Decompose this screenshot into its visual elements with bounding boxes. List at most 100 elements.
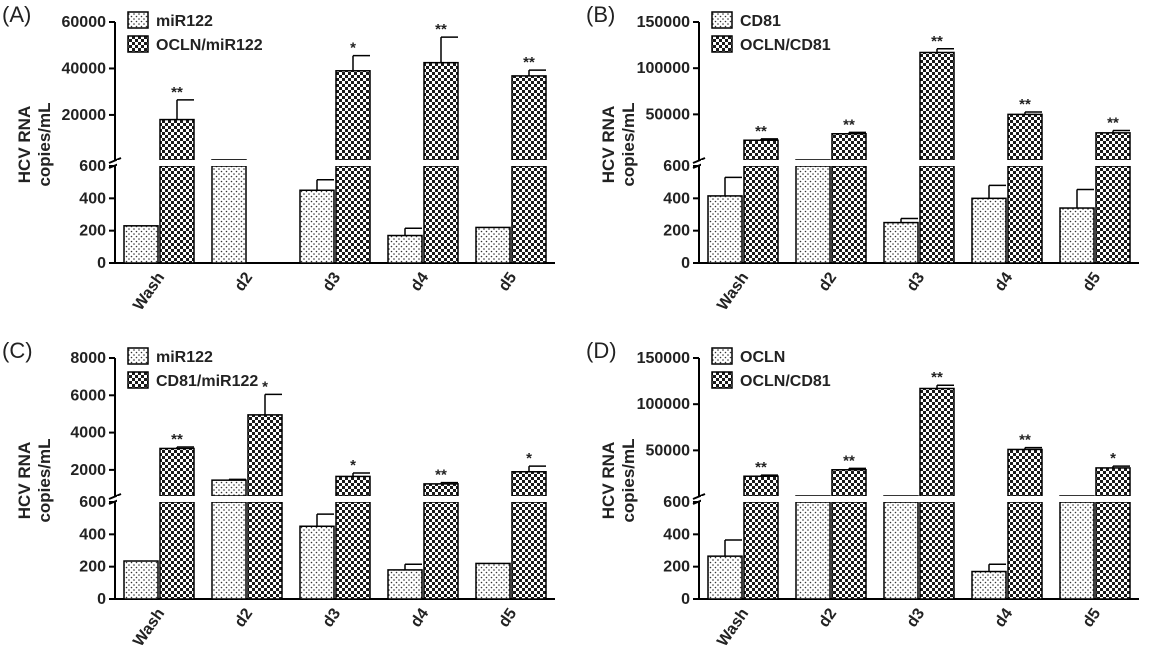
- bar: [831, 501, 867, 600]
- bar: [511, 501, 547, 600]
- y-tick-label: 200: [663, 223, 690, 240]
- bar: [971, 197, 1007, 264]
- chart-panel-d: (D) HCV RNAcopies/mL 0 200 400 600 50000 100000…: [584, 336, 1168, 671]
- legend-label: CD81/miR122: [156, 373, 258, 390]
- bar: [1095, 165, 1131, 264]
- significance-mark: **: [843, 116, 855, 133]
- bar: [919, 501, 955, 600]
- bar: [743, 139, 779, 161]
- bar: [1059, 207, 1095, 264]
- bar: [743, 475, 779, 497]
- bar: [1007, 113, 1043, 161]
- x-tick-label: Wash: [714, 606, 752, 650]
- x-tick-label: Wash: [130, 606, 168, 650]
- y-axis-label: HCV RNAcopies/mL: [599, 102, 638, 186]
- panel-label: (A): [2, 2, 31, 27]
- bar: [423, 165, 459, 264]
- bar: [511, 471, 547, 497]
- y-tick-label: 150000: [637, 14, 690, 31]
- bar: [707, 555, 743, 600]
- x-tick-label: d3: [904, 269, 929, 294]
- significance-mark: **: [755, 123, 767, 140]
- bar: [919, 51, 955, 161]
- y-tick-label: 200: [79, 223, 106, 240]
- bar: [299, 525, 335, 600]
- y-tick-label: 20000: [62, 107, 107, 124]
- bar: [707, 195, 743, 264]
- y-axis-label: HCV RNAcopies/mL: [15, 102, 54, 186]
- y-tick-label: 8000: [70, 350, 106, 367]
- x-tick-label: d4: [408, 269, 433, 294]
- x-tick-label: d3: [320, 605, 345, 630]
- bar: [831, 469, 867, 497]
- bar: [1007, 501, 1043, 600]
- chart-svg: (D) HCV RNAcopies/mL 0 200 400 600 50000 100000…: [586, 338, 1141, 650]
- bar: [971, 570, 1007, 600]
- bar: [511, 165, 547, 264]
- bar: [1095, 132, 1131, 161]
- bar: [335, 501, 371, 600]
- y-tick-label: 40000: [62, 60, 107, 77]
- axis-break-gap: [117, 496, 557, 502]
- y-tick-label: 200: [79, 559, 106, 576]
- y-tick-label: 600: [663, 494, 690, 511]
- bar: [159, 118, 195, 161]
- bar: [795, 501, 831, 600]
- legend-swatch: [127, 347, 149, 365]
- legend-label: CD81: [740, 13, 781, 30]
- bar: [123, 560, 159, 600]
- legend-label: OCLN: [740, 349, 785, 366]
- bar: [919, 387, 955, 497]
- chart-svg: (A) HCV RNAcopies/mL 0 200 400 600 20000 40000 6…: [2, 2, 557, 314]
- significance-mark: **: [931, 369, 943, 386]
- axis-break-mark: [108, 493, 122, 500]
- chart-svg: (B) HCV RNAcopies/mL 0 200 400 600 50000 100000…: [586, 2, 1141, 314]
- significance-mark: *: [350, 457, 356, 474]
- x-tick-label: d5: [496, 605, 521, 630]
- x-tick-label: d2: [816, 605, 841, 630]
- legend-label: OCLN/miR122: [156, 37, 263, 54]
- y-tick-label: 0: [97, 255, 106, 272]
- y-tick-label: 150000: [637, 350, 690, 367]
- significance-mark: **: [171, 431, 183, 448]
- significance-mark: **: [171, 84, 183, 101]
- axis-break-gap: [701, 160, 1141, 166]
- significance-mark: *: [262, 378, 268, 395]
- x-tick-label: d5: [496, 269, 521, 294]
- legend-swatch: [127, 35, 149, 53]
- y-tick-label: 2000: [70, 462, 106, 479]
- y-tick-label: 600: [79, 494, 106, 511]
- axis-break-gap: [117, 160, 557, 166]
- y-tick-label: 60000: [62, 14, 107, 31]
- x-tick-label: d4: [992, 269, 1017, 294]
- legend-swatch: [127, 11, 149, 29]
- x-tick-label: d2: [232, 605, 257, 630]
- bar: [211, 501, 247, 600]
- y-tick-label: 4000: [70, 425, 106, 442]
- significance-mark: *: [526, 450, 532, 467]
- x-tick-label: d2: [816, 269, 841, 294]
- significance-mark: **: [843, 452, 855, 469]
- x-tick-label: d3: [320, 269, 345, 294]
- significance-mark: *: [1110, 450, 1116, 467]
- bar: [831, 165, 867, 264]
- chart-panel-b: (B) HCV RNAcopies/mL 0 200 400 600 50000 100000…: [584, 0, 1168, 335]
- bar: [387, 569, 423, 600]
- significance-mark: **: [435, 21, 447, 38]
- bar: [211, 165, 247, 264]
- x-tick-label: d2: [232, 269, 257, 294]
- significance-mark: **: [435, 467, 447, 484]
- y-tick-label: 400: [79, 190, 106, 207]
- bar: [335, 475, 371, 497]
- y-tick-label: 50000: [646, 442, 691, 459]
- bar: [743, 165, 779, 264]
- significance-mark: **: [931, 33, 943, 50]
- panel-label: (B): [586, 2, 615, 27]
- bar: [159, 447, 195, 497]
- panel-label: (D): [586, 338, 617, 363]
- x-tick-label: d3: [904, 605, 929, 630]
- bar: [883, 501, 919, 600]
- significance-mark: **: [1019, 96, 1031, 113]
- panel-label: (C): [2, 338, 33, 363]
- bar: [247, 501, 283, 600]
